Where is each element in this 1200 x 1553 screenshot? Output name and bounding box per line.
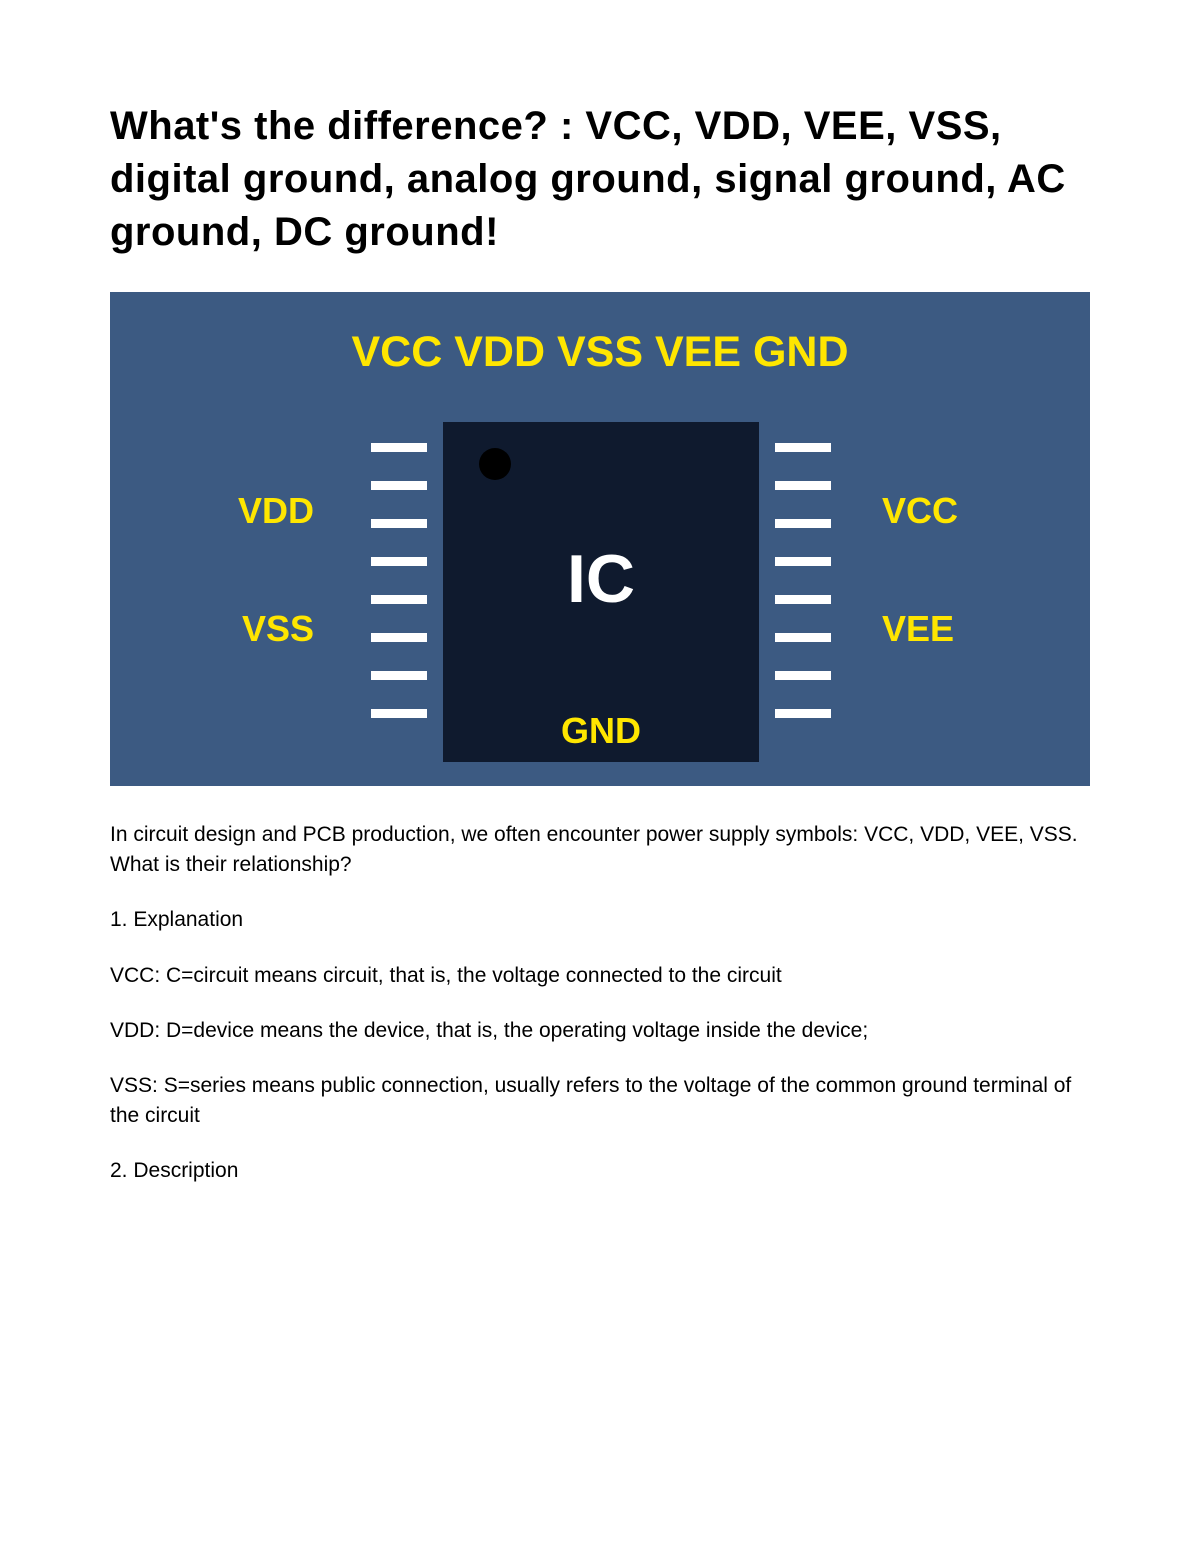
chip-pin <box>775 557 831 566</box>
chip-pin <box>371 557 427 566</box>
chip-pin <box>371 595 427 604</box>
chip-pin <box>775 709 831 718</box>
chip-pin <box>775 595 831 604</box>
chip-pin <box>371 519 427 528</box>
vss-label: VSS <box>242 608 314 650</box>
paragraph: VCC: C=circuit means circuit, that is, t… <box>110 961 1090 990</box>
chip-pin <box>775 481 831 490</box>
chip-pin <box>371 633 427 642</box>
ic-label: IC <box>443 540 759 618</box>
chip-pin <box>775 519 831 528</box>
ic-diagram: VCC VDD VSS VEE GND IC GND VDD VSS VCC VEE <box>110 292 1090 786</box>
page-title: What's the difference? : VCC, VDD, VEE, … <box>110 100 1090 258</box>
article-body: In circuit design and PCB production, we… <box>110 820 1090 1185</box>
chip-pin <box>371 671 427 680</box>
chip-pin <box>775 443 831 452</box>
gnd-label: GND <box>443 710 759 752</box>
paragraph: In circuit design and PCB production, we… <box>110 820 1090 879</box>
paragraph: 2. Description <box>110 1156 1090 1185</box>
chip-pin <box>371 443 427 452</box>
paragraph: 1. Explanation <box>110 905 1090 934</box>
vee-label: VEE <box>882 608 954 650</box>
diagram-header: VCC VDD VSS VEE GND <box>110 328 1090 377</box>
paragraph: VSS: S=series means public connection, u… <box>110 1071 1090 1130</box>
vdd-label: VDD <box>238 490 314 532</box>
paragraph: VDD: D=device means the device, that is,… <box>110 1016 1090 1045</box>
chip-pin <box>371 709 427 718</box>
chip-pin <box>371 481 427 490</box>
vcc-label: VCC <box>882 490 958 532</box>
chip-pin <box>775 633 831 642</box>
chip-pin <box>775 671 831 680</box>
